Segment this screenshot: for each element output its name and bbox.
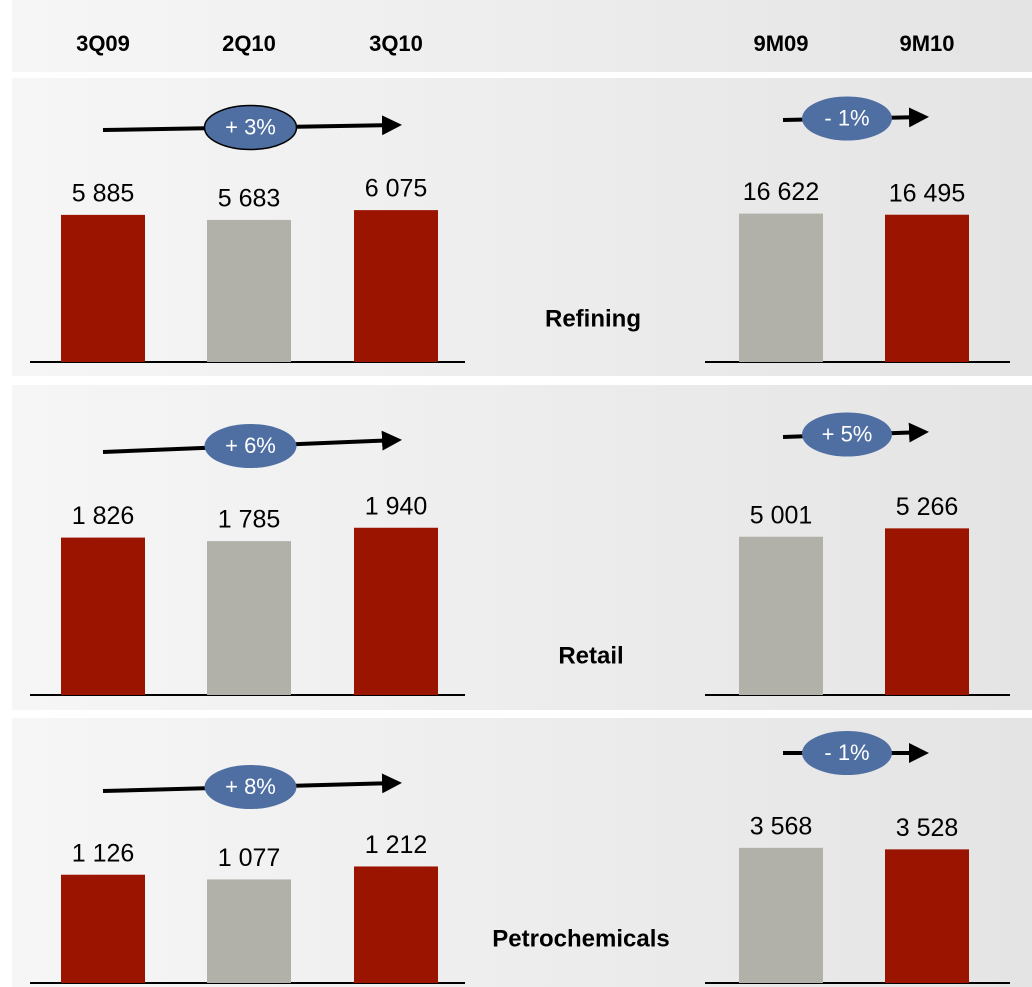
data-label: 1 826 bbox=[72, 502, 135, 530]
header-band bbox=[12, 0, 1032, 72]
annotation-bubble bbox=[802, 731, 892, 775]
data-label: 16 622 bbox=[743, 178, 819, 206]
bar bbox=[207, 879, 291, 983]
annotation-bubble bbox=[802, 412, 892, 457]
annotation-bubble bbox=[802, 96, 892, 141]
annotation: + 5% bbox=[822, 421, 873, 446]
annotation: + 3% bbox=[225, 114, 276, 139]
bar bbox=[61, 874, 145, 983]
data-label: 5 001 bbox=[750, 501, 813, 529]
annotation: + 8% bbox=[225, 774, 276, 799]
bar bbox=[207, 541, 291, 695]
bar bbox=[885, 528, 969, 695]
annotation: - 1% bbox=[824, 105, 869, 130]
data-label: 5 266 bbox=[896, 493, 959, 521]
data-label: 5 885 bbox=[72, 179, 135, 207]
annotation: + 6% bbox=[225, 433, 276, 458]
bar bbox=[885, 849, 969, 983]
bar bbox=[354, 527, 438, 695]
category-label: 3Q10 bbox=[369, 31, 423, 56]
segment-label: Retail bbox=[558, 642, 623, 669]
category-label: 9M10 bbox=[899, 31, 954, 56]
data-label: 3 528 bbox=[896, 814, 959, 842]
data-label: 1 212 bbox=[365, 831, 428, 859]
bar bbox=[885, 214, 969, 362]
category-label: 2Q10 bbox=[222, 31, 276, 56]
bar bbox=[739, 536, 823, 695]
data-label: 3 568 bbox=[750, 812, 813, 840]
data-label: 6 075 bbox=[365, 175, 428, 203]
category-label: 9M09 bbox=[753, 31, 808, 56]
bar bbox=[354, 210, 438, 362]
segment-label: Refining bbox=[545, 305, 641, 332]
category-label: 3Q09 bbox=[76, 31, 130, 56]
bar bbox=[61, 214, 145, 362]
data-label: 1 077 bbox=[218, 844, 281, 872]
annotation-bubble bbox=[203, 104, 298, 151]
bar bbox=[207, 219, 291, 362]
data-label: 16 495 bbox=[889, 179, 965, 207]
data-label: 1 126 bbox=[72, 839, 135, 867]
bar bbox=[739, 847, 823, 983]
bar bbox=[739, 213, 823, 362]
bar bbox=[61, 537, 145, 695]
annotation-bubble bbox=[204, 424, 297, 468]
annotation-bubble bbox=[204, 765, 297, 809]
annotation: - 1% bbox=[824, 740, 869, 765]
segment-label: Petrochemicals bbox=[492, 925, 669, 952]
data-label: 1 785 bbox=[218, 506, 281, 534]
bar bbox=[354, 866, 438, 983]
data-label: 5 683 bbox=[218, 185, 281, 213]
data-label: 1 940 bbox=[365, 492, 428, 520]
